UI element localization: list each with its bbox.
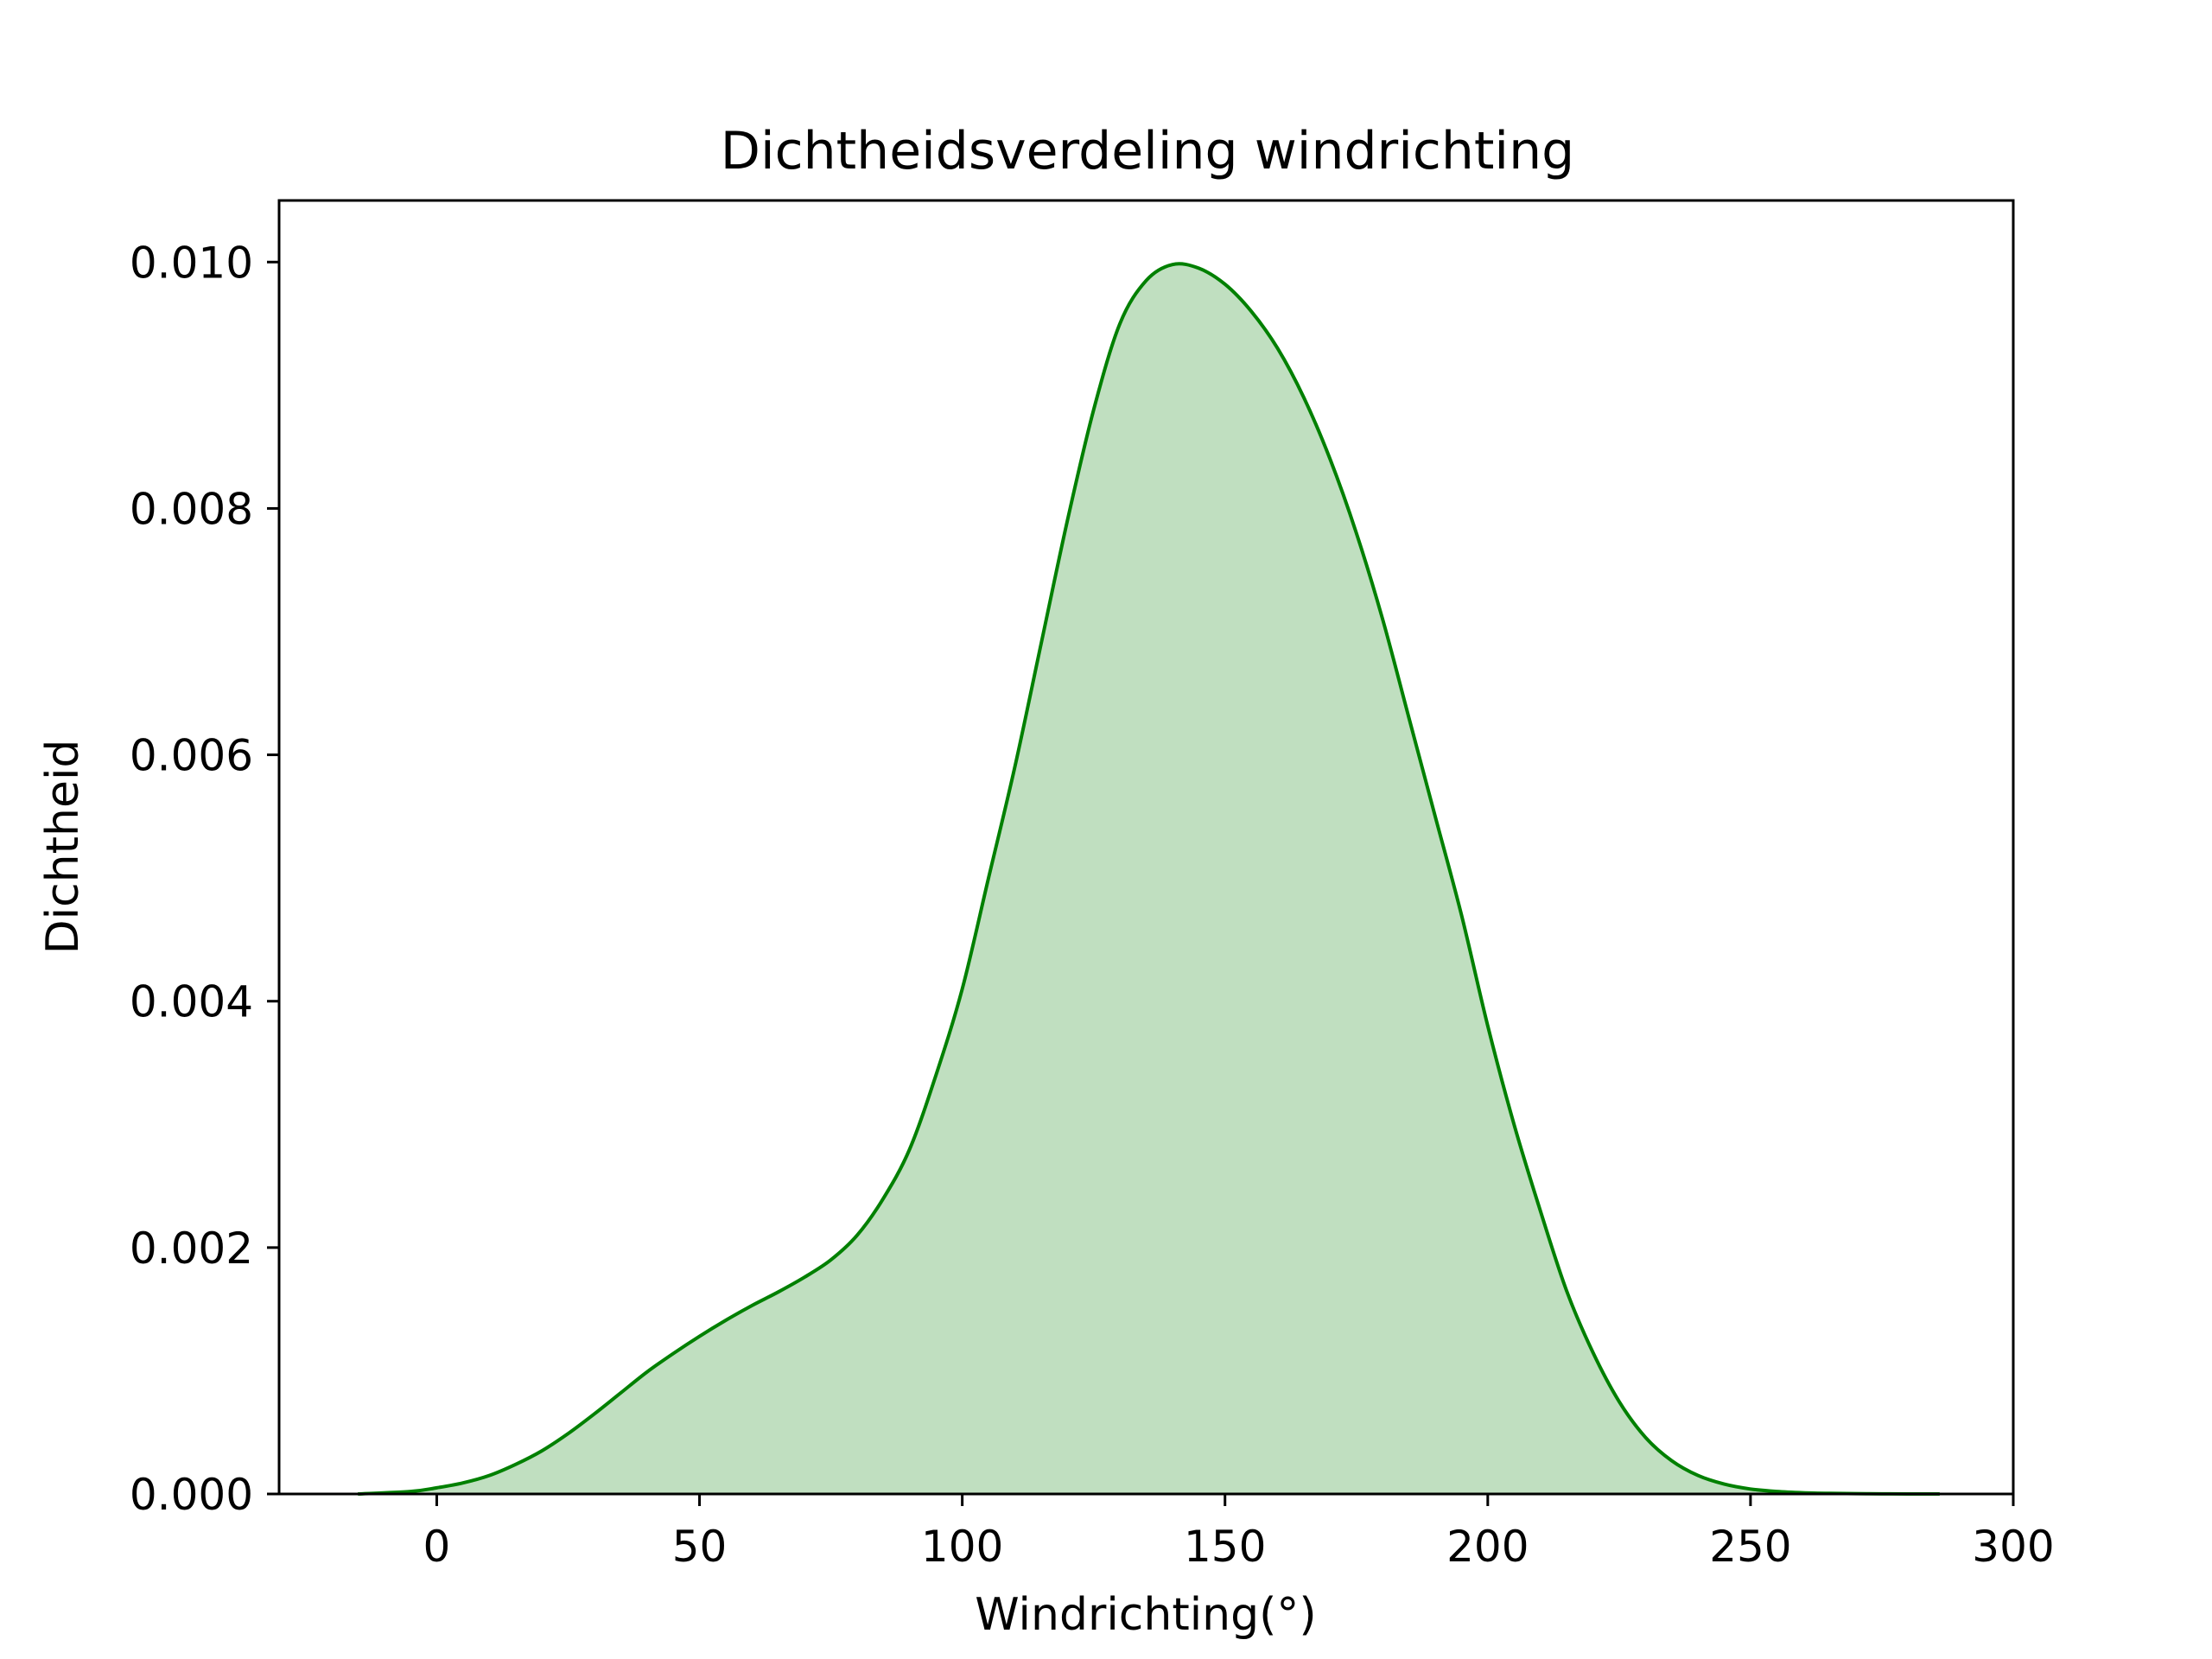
y-tick-label: 0.006 [130,731,253,781]
x-tick-label: 150 [1184,1522,1266,1572]
y-axis: 0.000 0.002 0.004 0.006 0.008 0.010 [130,238,279,1520]
y-tick-label: 0.010 [130,238,253,288]
density-fill [358,264,1940,1494]
y-tick-label: 0.002 [130,1224,253,1274]
x-tick-label: 200 [1446,1522,1529,1572]
plot-area [358,262,1940,1496]
y-tick-label: 0.004 [130,977,253,1027]
x-tick-label: 300 [1972,1522,2054,1572]
chart-title: Dichtheidsverdeling windrichting [721,121,1574,181]
x-axis-label: Windrichting(°) [975,1589,1316,1641]
x-axis: 0 50 100 150 200 250 300 [423,1494,2055,1572]
y-tick-label: 0.000 [130,1470,253,1520]
x-tick-label: 250 [1709,1522,1791,1572]
y-tick-label: 0.008 [130,484,253,534]
y-axis-label: Dichtheid [37,740,89,955]
axes-frame [277,199,2015,1496]
x-tick-label: 100 [921,1522,1003,1572]
x-tick-label: 0 [423,1522,451,1572]
x-tick-label: 50 [672,1522,728,1572]
density-line [358,262,1940,1496]
